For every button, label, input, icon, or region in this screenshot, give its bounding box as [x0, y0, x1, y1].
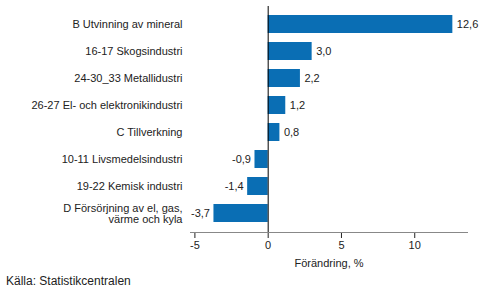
svg-text:24-30_33 Metallidustri: 24-30_33 Metallidustri	[74, 72, 182, 84]
svg-text:3,0: 3,0	[316, 45, 331, 57]
svg-text:-1,4: -1,4	[225, 180, 244, 192]
svg-text:B Utvinning av mineral: B Utvinning av mineral	[72, 18, 182, 30]
svg-text:Förändring, %: Förändring, %	[294, 257, 363, 269]
svg-text:1,2: 1,2	[290, 99, 305, 111]
svg-text:C Tillverkning: C Tillverkning	[116, 126, 182, 138]
svg-text:10-11 Livsmedelsindustri: 10-11 Livsmedelsindustri	[62, 153, 183, 165]
svg-text:5: 5	[338, 239, 344, 251]
svg-text:D Försörjning av el, gas,värme: D Försörjning av el, gas,värme och kyla	[63, 202, 183, 225]
html-text:Källa: Statistikcentralen: Källa: Statistikcentralen	[6, 274, 131, 288]
svg-text:-5: -5	[190, 239, 200, 251]
svg-text:-3,7: -3,7	[191, 207, 210, 219]
svg-text:16-17 Skogsindustri: 16-17 Skogsindustri	[85, 45, 182, 57]
svg-text:0: 0	[265, 239, 271, 251]
svg-text:0,8: 0,8	[284, 126, 299, 138]
svg-text:26-27 El- och elektronikindust: 26-27 El- och elektronikindustri	[31, 99, 182, 111]
svg-text:19-22 Kemisk industri: 19-22 Kemisk industri	[77, 180, 183, 192]
svg-text:-0,9: -0,9	[232, 153, 251, 165]
svg-text:2,2: 2,2	[304, 72, 319, 84]
svg-text:12,6: 12,6	[457, 18, 478, 30]
svg-text:10: 10	[409, 239, 421, 251]
